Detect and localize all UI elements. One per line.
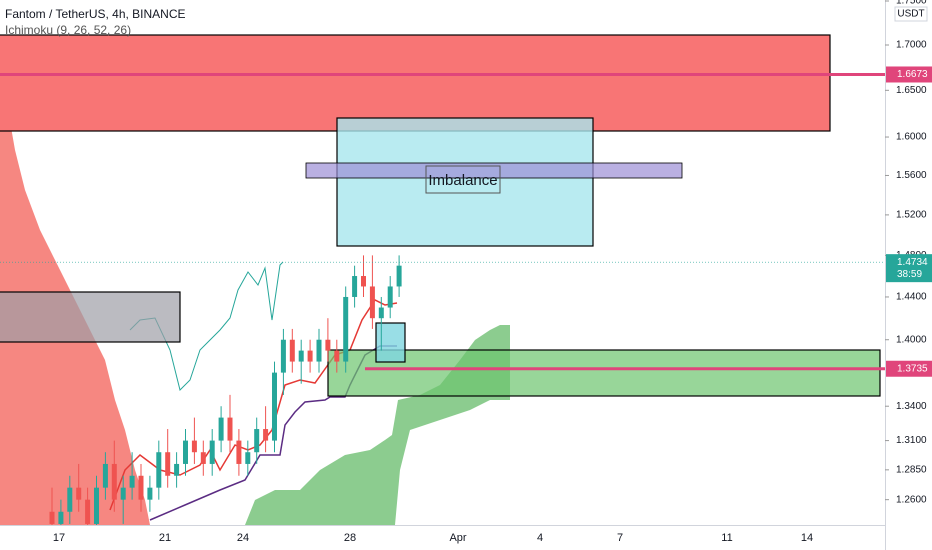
candle-body xyxy=(209,440,215,464)
candle-body xyxy=(316,339,322,362)
candle-body xyxy=(156,452,162,488)
time-label: 4 xyxy=(537,532,543,544)
candle-body xyxy=(361,276,366,287)
candle-body xyxy=(102,463,108,488)
price-tag xyxy=(886,360,932,377)
chart-title: Fantom / TetherUS, 4h, BINANCE xyxy=(5,7,186,21)
demand-zone xyxy=(327,349,881,397)
candle-body xyxy=(165,452,171,476)
candle-body xyxy=(254,429,260,453)
time-label: 17 xyxy=(53,532,65,544)
candle-body xyxy=(343,296,349,362)
supply-zone xyxy=(0,34,831,132)
price-tag xyxy=(886,254,932,283)
candle-body xyxy=(245,452,251,464)
price-tag xyxy=(886,66,932,83)
countdown: 38:59 xyxy=(897,269,922,280)
price-tick-label: 1.3100 xyxy=(896,435,927,446)
candle-body xyxy=(67,487,73,512)
candle-body xyxy=(111,463,117,500)
price-tick-label: 1.4000 xyxy=(896,334,927,345)
price-tick-label: 1.7000 xyxy=(896,40,927,51)
candle-body xyxy=(129,475,135,488)
candle-body xyxy=(138,475,144,500)
price-tick-label: 1.3400 xyxy=(896,401,927,412)
candle-body xyxy=(147,487,153,500)
candle-body xyxy=(49,511,55,524)
small-imbalance xyxy=(375,322,406,363)
price-tag-label: 1.4734 xyxy=(897,257,928,268)
candle-body xyxy=(272,372,277,441)
price-tick-label: 1.5200 xyxy=(896,210,927,221)
price-tick-label: 1.2850 xyxy=(896,464,927,475)
candle-body xyxy=(218,417,224,441)
time-label: 7 xyxy=(617,532,623,544)
gray-zone xyxy=(0,291,181,343)
candle-body xyxy=(85,499,91,524)
candle-body xyxy=(334,350,340,362)
ichimoku-green-cloud xyxy=(245,325,510,525)
price-tick-label: 1.5600 xyxy=(896,170,927,181)
plot-area: Imbalance xyxy=(0,34,885,525)
candle-body xyxy=(58,511,64,524)
time-label: 28 xyxy=(344,532,356,544)
candle-body xyxy=(191,440,197,453)
candle-body xyxy=(369,286,375,319)
price-tag-label: 1.6673 xyxy=(897,69,928,80)
candle-body xyxy=(289,339,295,362)
price-tick-label: 1.6000 xyxy=(896,132,927,143)
price-tick-label: 1.6500 xyxy=(896,85,927,96)
candle-body xyxy=(183,440,188,464)
annotation-text: Imbalance xyxy=(428,172,497,189)
imbalance-zone xyxy=(336,117,594,247)
candle-body xyxy=(352,276,358,297)
candle-body xyxy=(263,429,269,441)
time-label: Apr xyxy=(449,532,466,544)
indicator-label: Ichimoku (9, 26, 52, 26) xyxy=(5,23,131,37)
price-tick-label: 1.4400 xyxy=(896,292,927,303)
candle-body xyxy=(120,487,126,500)
candle-body xyxy=(396,265,402,287)
unit-label: USDT xyxy=(897,9,924,20)
time-label: 21 xyxy=(159,532,171,544)
candle-body xyxy=(236,440,242,464)
candle-body xyxy=(298,350,304,362)
candle-body xyxy=(174,463,180,476)
imbalance-band xyxy=(305,162,683,179)
candle-body xyxy=(325,339,331,351)
candle-body xyxy=(387,286,393,308)
candle-body xyxy=(200,452,206,464)
price-tag-label: 1.3735 xyxy=(897,363,928,374)
candle-body xyxy=(227,417,233,441)
unit-box xyxy=(894,6,928,22)
candle-body xyxy=(76,487,82,500)
annotation-box xyxy=(425,165,501,194)
price-tick-label: 1.7500 xyxy=(896,0,927,7)
price-tick-label: 1.2600 xyxy=(896,494,927,505)
candle-body xyxy=(307,350,313,362)
candle-body xyxy=(280,339,286,373)
candle-body xyxy=(94,487,99,524)
candle-body xyxy=(378,307,384,319)
time-label: 24 xyxy=(237,532,249,544)
time-label: 11 xyxy=(721,532,732,544)
time-label: 14 xyxy=(801,532,813,544)
